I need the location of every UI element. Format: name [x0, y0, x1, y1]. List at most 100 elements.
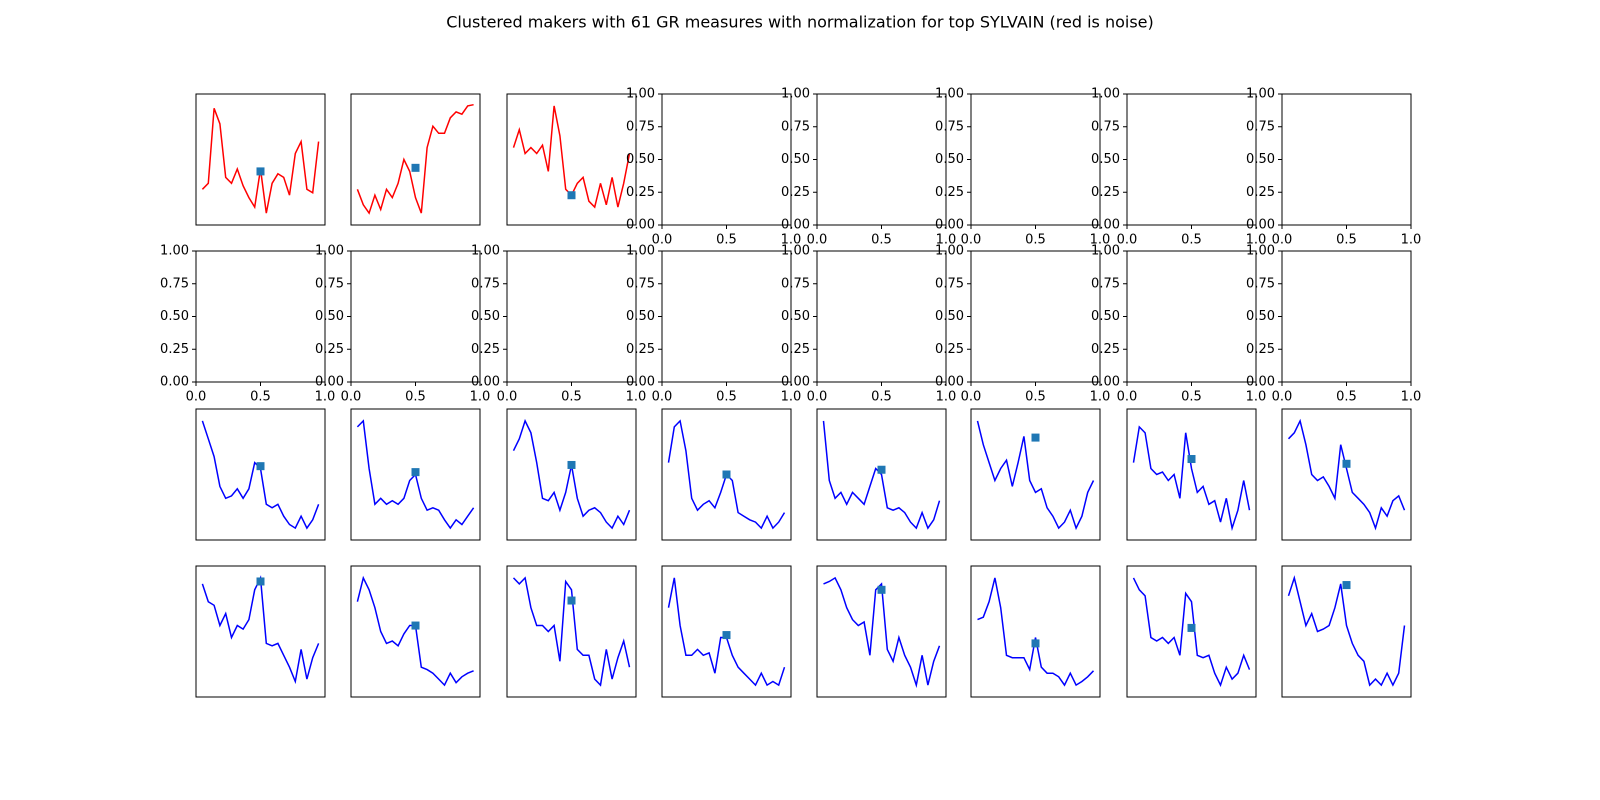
- subplot: [816, 408, 947, 541]
- y-tick-label: 1.00: [1246, 244, 1275, 259]
- marker: [1031, 433, 1040, 442]
- y-tick-label: 0.75: [1091, 276, 1120, 291]
- subplot: 0.0 0.5 1.00.000.250.500.751.00: [1091, 244, 1266, 405]
- data-line: [1287, 418, 1406, 531]
- axes-frame: [1281, 250, 1412, 383]
- y-tick-label: 0.00: [935, 375, 964, 390]
- y-tick-label: 0.25: [1246, 185, 1275, 200]
- subplot: 0.0 0.5 1.00.000.250.500.751.00: [1246, 87, 1421, 248]
- y-tick-label: 0.25: [471, 342, 500, 357]
- y-tick-label: 0.50: [626, 152, 655, 167]
- x-tick-label: 0.5: [1336, 233, 1357, 248]
- y-tick-label: 0.00: [1091, 375, 1120, 390]
- y-tick-label: 0.75: [1091, 119, 1120, 134]
- y-tick-label: 0.75: [160, 276, 189, 291]
- axes-frame: [1126, 565, 1257, 698]
- y-tick-label: 0.75: [315, 276, 344, 291]
- y-tick-label: 0.50: [160, 309, 189, 324]
- y-tick-label: 0.00: [626, 218, 655, 233]
- x-tick-label: 0.0: [1272, 390, 1293, 405]
- marker: [256, 462, 265, 471]
- axes-frame: [970, 565, 1101, 698]
- x-tick-label: 0.5: [1181, 233, 1202, 248]
- y-tick-label: 0.50: [626, 309, 655, 324]
- axes-frame: [350, 408, 481, 541]
- axes-frame: [506, 93, 637, 226]
- y-tick-label: 0.50: [471, 309, 500, 324]
- y-tick-label: 0.25: [1246, 342, 1275, 357]
- x-tick-label: 0.5: [871, 233, 892, 248]
- axes-frame: [1281, 565, 1412, 698]
- x-tick-label: 0.5: [1181, 390, 1202, 405]
- axes-frame: [1126, 93, 1257, 226]
- y-tick-label: 1.00: [935, 244, 964, 259]
- x-tick-label: 1.0: [1246, 233, 1267, 248]
- marker: [1342, 581, 1351, 590]
- subplot: [195, 565, 326, 698]
- x-tick-label: 0.0: [1117, 233, 1138, 248]
- x-tick-label: 1.0: [470, 390, 491, 405]
- x-tick-label: 1.0: [1246, 390, 1267, 405]
- subplot: [350, 565, 481, 698]
- axes-frame: [816, 250, 947, 383]
- subplot: [1126, 408, 1257, 541]
- marker: [256, 577, 265, 586]
- x-tick-label: 0.0: [186, 390, 207, 405]
- subplot: 0.0 0.5 1.00.000.250.500.751.00: [935, 244, 1110, 405]
- data-line: [1132, 425, 1251, 532]
- x-tick-label: 0.5: [405, 390, 426, 405]
- subplot: [195, 93, 326, 226]
- subplot: [661, 565, 792, 698]
- marker: [567, 460, 576, 469]
- axes-frame: [1126, 408, 1257, 541]
- subplot: 0.0 0.5 1.00.000.250.500.751.00: [1246, 244, 1421, 405]
- marker: [877, 465, 886, 474]
- data-line: [976, 420, 1095, 531]
- y-tick-label: 0.75: [781, 119, 810, 134]
- marker: [722, 631, 731, 640]
- x-tick-label: 1.0: [1090, 233, 1111, 248]
- y-tick-label: 0.25: [781, 342, 810, 357]
- marker: [567, 191, 576, 200]
- x-tick-label: 1.0: [781, 390, 802, 405]
- x-tick-label: 1.0: [626, 390, 647, 405]
- axes-frame: [970, 408, 1101, 541]
- subplot: [970, 565, 1101, 698]
- y-tick-label: 0.25: [1091, 342, 1120, 357]
- data-line: [1287, 575, 1406, 687]
- axes-frame: [661, 408, 792, 541]
- axes-frame: [195, 93, 326, 226]
- axes-frame: [661, 93, 792, 226]
- axes-frame: [1126, 250, 1257, 383]
- marker: [1342, 459, 1351, 468]
- subplot: 0.0 0.5 1.00.000.250.500.751.00: [1091, 87, 1266, 248]
- figure-title: Clustered makers with 61 GR measures wit…: [446, 13, 1154, 32]
- y-tick-label: 0.75: [626, 276, 655, 291]
- subplot: [1281, 408, 1412, 541]
- x-tick-label: 0.5: [871, 390, 892, 405]
- subplot: [661, 408, 792, 541]
- y-tick-label: 0.50: [781, 152, 810, 167]
- data-line: [977, 577, 1095, 687]
- subplot: [1281, 565, 1412, 698]
- y-tick-label: 0.25: [160, 342, 189, 357]
- y-tick-label: 0.00: [626, 375, 655, 390]
- subplot: [506, 93, 637, 226]
- x-tick-label: 0.0: [1117, 390, 1138, 405]
- axes-frame: [195, 250, 326, 383]
- marker: [256, 167, 265, 176]
- y-tick-label: 1.00: [1091, 87, 1120, 102]
- axes-frame: [195, 565, 326, 698]
- y-tick-label: 0.50: [1091, 152, 1120, 167]
- y-tick-label: 0.00: [1246, 218, 1275, 233]
- x-tick-label: 1.0: [1090, 390, 1111, 405]
- axes-frame: [816, 408, 947, 541]
- subplot: 0.0 0.5 1.00.000.250.500.751.00: [626, 244, 801, 405]
- y-tick-label: 0.25: [315, 342, 344, 357]
- axes-frame: [195, 408, 326, 541]
- y-tick-label: 0.75: [1246, 276, 1275, 291]
- y-tick-label: 0.00: [935, 218, 964, 233]
- y-tick-label: 0.00: [781, 218, 810, 233]
